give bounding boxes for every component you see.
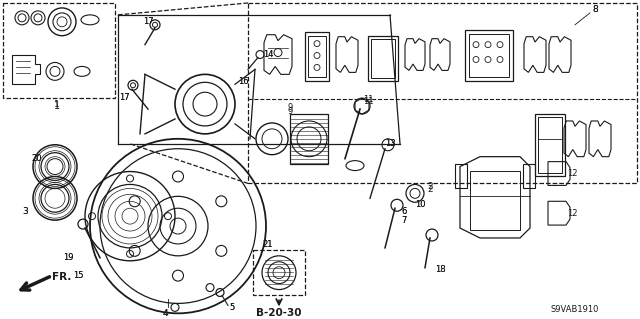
Text: 2: 2 — [427, 185, 433, 194]
Text: 20: 20 — [32, 154, 42, 163]
Text: 1: 1 — [54, 100, 60, 108]
Text: 1: 1 — [54, 101, 60, 111]
Text: 19: 19 — [63, 253, 73, 262]
Text: 16: 16 — [237, 77, 248, 86]
Text: 8: 8 — [592, 5, 598, 14]
Bar — [305, 32, 329, 81]
Bar — [470, 171, 520, 230]
Text: 7: 7 — [401, 216, 406, 225]
Bar — [290, 114, 328, 164]
Text: 21: 21 — [263, 241, 273, 249]
Text: B-20-30: B-20-30 — [256, 308, 301, 318]
Text: 14: 14 — [263, 50, 273, 59]
Text: 18: 18 — [435, 265, 445, 274]
Bar — [368, 36, 398, 81]
Bar — [3, 3, 115, 98]
Text: 6: 6 — [401, 207, 406, 216]
Bar — [308, 36, 326, 77]
Text: 9: 9 — [287, 107, 292, 115]
Text: 10: 10 — [415, 200, 425, 209]
Text: 17: 17 — [143, 17, 154, 26]
Text: 19: 19 — [63, 253, 73, 262]
Text: 14: 14 — [263, 50, 273, 59]
Bar — [371, 39, 395, 78]
Text: 15: 15 — [73, 271, 83, 280]
Bar — [538, 117, 562, 173]
Text: 12: 12 — [567, 209, 577, 218]
Text: 5: 5 — [229, 303, 235, 312]
Bar — [469, 34, 509, 77]
Text: 3: 3 — [22, 207, 28, 216]
Text: 12: 12 — [567, 169, 577, 178]
Text: 7: 7 — [401, 216, 406, 225]
Text: 21: 21 — [263, 241, 273, 249]
Bar — [535, 114, 565, 175]
Text: 11: 11 — [363, 95, 373, 104]
Text: 9: 9 — [287, 103, 292, 112]
Text: 3: 3 — [22, 207, 28, 216]
Text: 4: 4 — [162, 309, 168, 318]
Bar — [465, 30, 513, 81]
Text: FR.: FR. — [52, 272, 72, 282]
Text: 20: 20 — [32, 154, 42, 163]
Bar — [455, 164, 467, 189]
Text: 11: 11 — [363, 97, 373, 106]
Text: 13: 13 — [385, 139, 396, 148]
Text: 10: 10 — [415, 200, 425, 209]
Text: 8: 8 — [592, 5, 598, 14]
Text: 17: 17 — [143, 17, 154, 26]
Text: 18: 18 — [435, 265, 445, 274]
Text: 17: 17 — [118, 93, 129, 102]
Text: 2: 2 — [427, 182, 433, 191]
Text: 13: 13 — [385, 139, 396, 148]
Text: 6: 6 — [401, 207, 406, 216]
Text: 4: 4 — [162, 309, 168, 318]
Text: 5: 5 — [229, 303, 235, 312]
Bar — [523, 164, 535, 189]
Text: S9VAB1910: S9VAB1910 — [551, 305, 599, 314]
Text: 17: 17 — [118, 93, 129, 102]
Text: 16: 16 — [237, 77, 248, 86]
Bar — [253, 250, 305, 295]
Text: 15: 15 — [73, 271, 83, 280]
